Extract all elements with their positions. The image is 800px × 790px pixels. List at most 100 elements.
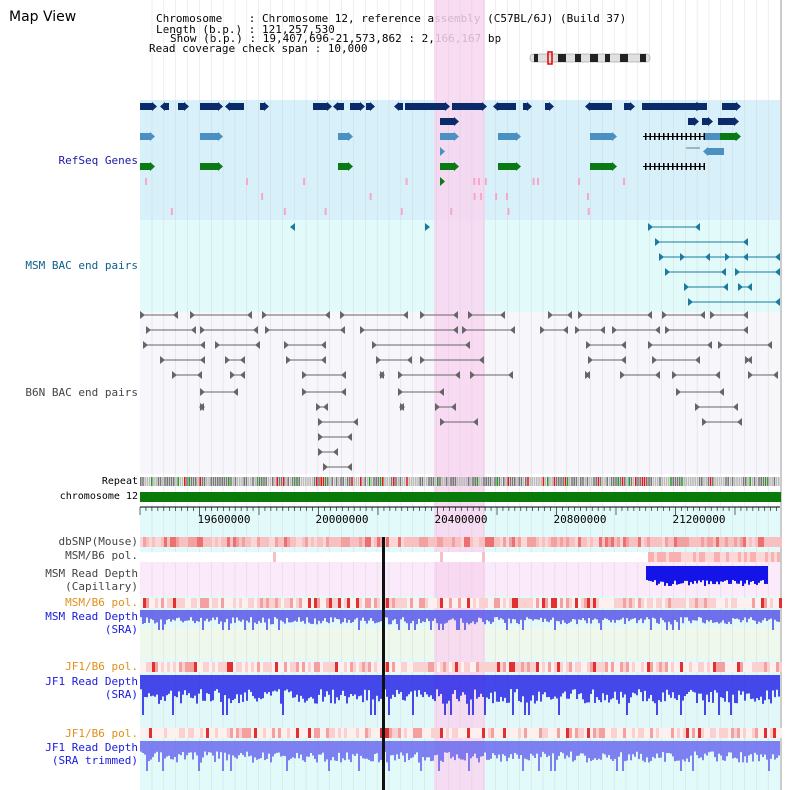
read-depth-bar <box>542 610 544 623</box>
read-depth-bar <box>566 741 568 756</box>
variant-density-cell <box>530 537 533 547</box>
variant-density-cell <box>674 598 677 608</box>
read-depth-bar <box>226 675 228 715</box>
repeat-feature <box>181 477 184 486</box>
read-depth-bar <box>620 675 622 692</box>
read-depth-bar <box>204 675 206 701</box>
variant-density-cell <box>755 537 758 547</box>
variant-density-cell <box>335 662 338 672</box>
read-depth-bar <box>158 675 160 704</box>
variant-density-cell <box>662 728 665 738</box>
variant-density-cell <box>317 662 320 672</box>
variant-density-cell <box>497 537 500 547</box>
read-depth-bar <box>774 741 776 760</box>
variant-density-cell <box>437 662 440 672</box>
read-depth-bar <box>644 741 646 763</box>
read-depth-bar <box>532 741 534 756</box>
read-depth-bar <box>658 675 660 701</box>
read-depth-bar <box>180 610 182 621</box>
variant-density-cell <box>716 537 719 547</box>
variant-density-cell <box>710 662 713 672</box>
b6n-bac-pair-end <box>197 371 202 379</box>
read-depth-bar <box>456 675 458 699</box>
read-depth-bar <box>298 675 300 702</box>
repeat-feature <box>247 477 250 486</box>
variant-density-cell <box>152 662 155 672</box>
track-label-b6n-bac: B6N BAC end pairs <box>25 386 138 399</box>
read-depth-bar <box>756 675 758 699</box>
variant-density-cell <box>311 598 314 608</box>
refseq-minor-feature <box>505 193 508 200</box>
variant-density-cell <box>735 552 738 562</box>
b6n-bac-pair-end <box>439 388 444 396</box>
repeat-feature <box>595 477 597 486</box>
variant-density-cell <box>152 728 155 738</box>
read-depth-bar <box>556 675 558 699</box>
variant-density-cell <box>254 662 257 672</box>
variant-density-cell <box>752 598 755 608</box>
repeat-feature <box>434 477 437 486</box>
track-label-refseq: RefSeq Genes <box>58 154 138 167</box>
repeat-feature <box>566 477 569 486</box>
variant-density-cell <box>302 598 305 608</box>
b6n-bac-pair-end <box>262 311 267 319</box>
read-depth-bar <box>512 741 514 759</box>
read-depth-bar <box>500 675 502 697</box>
read-depth-bar <box>548 741 550 756</box>
variant-density-cell <box>512 728 515 738</box>
repeat-feature <box>617 477 619 486</box>
variant-density-cell <box>638 728 641 738</box>
msm-bac-pair-end <box>743 238 748 246</box>
b6n-bac-pair-end <box>225 356 230 364</box>
read-depth-bar <box>746 675 748 694</box>
variant-density-cell <box>692 728 695 738</box>
variant-density-cell <box>167 537 170 547</box>
gene-arrow <box>440 177 445 186</box>
variant-density-cell <box>548 537 551 547</box>
read-depth-bar <box>574 675 576 690</box>
repeat-feature <box>166 477 168 486</box>
variant-density-cell <box>452 728 455 738</box>
variant-density-cell <box>524 662 527 672</box>
read-depth-bar <box>710 566 712 582</box>
variant-density-cell <box>669 552 672 562</box>
read-depth-bar <box>388 741 390 771</box>
variant-density-cell <box>335 728 338 738</box>
repeat-feature <box>646 477 648 486</box>
read-depth-bar <box>650 566 652 582</box>
read-depth-bar <box>398 675 400 694</box>
variant-density-cell <box>620 728 623 738</box>
variant-density-cell <box>401 728 404 738</box>
variant-density-cell <box>720 552 723 562</box>
read-depth-bar <box>682 675 684 701</box>
read-depth-bar <box>720 741 722 756</box>
read-depth-bar <box>470 675 472 700</box>
read-depth-bar <box>640 741 642 754</box>
read-depth-bar <box>230 741 232 771</box>
variant-density-cell <box>572 598 575 608</box>
read-depth-bar <box>480 610 482 619</box>
variant-density-cell <box>419 598 422 608</box>
variant-density-cell <box>299 598 302 608</box>
variant-density-cell <box>197 537 200 547</box>
repeat-feature <box>751 477 754 486</box>
b6n-bac-pair-end <box>399 403 404 411</box>
read-depth-bar <box>496 741 498 759</box>
read-depth-bar <box>370 741 372 762</box>
read-depth-bar <box>766 610 768 622</box>
read-depth-bar <box>326 610 328 623</box>
repeat-feature <box>639 477 641 486</box>
read-depth-bar <box>598 610 600 624</box>
variant-density-cell <box>179 728 182 738</box>
read-depth-bar <box>320 675 322 690</box>
read-depth-bar <box>692 741 694 771</box>
read-depth-bar <box>322 675 324 702</box>
read-depth-bar <box>352 675 354 696</box>
variant-density-cell <box>302 662 305 672</box>
variant-density-cell <box>173 598 176 608</box>
repeat-feature <box>613 477 615 486</box>
repeat-feature <box>140 477 142 486</box>
repeat-feature <box>525 477 527 486</box>
read-depth-bar <box>234 610 236 623</box>
